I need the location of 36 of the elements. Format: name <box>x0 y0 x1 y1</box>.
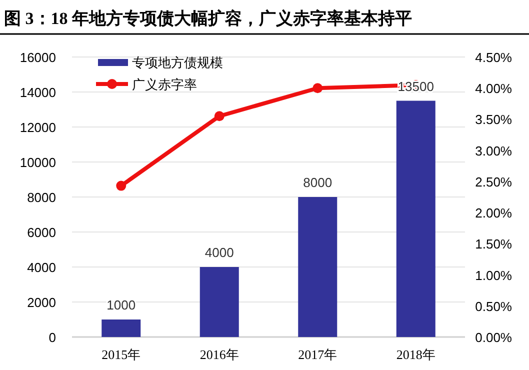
y-tick-label: 8000 <box>27 190 56 205</box>
y-tick-label: 12000 <box>20 120 56 135</box>
x-tick-label: 2018年 <box>396 347 436 362</box>
x-tick-label: 2015年 <box>102 347 141 362</box>
y2-tick-label: 3.00% <box>475 143 512 158</box>
legend-label: 广义赤字率 <box>132 77 197 92</box>
chart-title: 图 3：18 年地方专项债大幅扩容，广义赤字率基本持平 <box>4 9 412 28</box>
y2-tick-label: 4.50% <box>475 50 512 65</box>
point <box>214 111 224 122</box>
point <box>116 180 126 191</box>
y2-tick-label: 4.00% <box>475 81 512 96</box>
bar <box>200 267 239 337</box>
y-tick-label: 6000 <box>27 225 56 240</box>
data-label: 4000 <box>204 245 234 260</box>
data-label: 1000 <box>106 298 136 312</box>
data-label: 8000 <box>303 175 332 190</box>
bar <box>396 100 436 337</box>
point <box>312 83 323 94</box>
y2-tick-label: 2.00% <box>475 206 512 221</box>
y2-tick-label: 1.00% <box>475 268 512 283</box>
y-tick-label: 16000 <box>20 50 56 65</box>
y-tick-label: 0 <box>48 330 56 345</box>
y-tick-label: 14000 <box>20 85 56 100</box>
y-tick-label: 2000 <box>27 295 56 310</box>
y-tick-label: 10000 <box>20 155 56 170</box>
y2-tick-label: 0.00% <box>475 330 512 345</box>
y2-tick-label: 2.50% <box>475 174 512 190</box>
bar <box>298 197 338 337</box>
legend-label: 专项地方债规模 <box>132 55 223 70</box>
y2-tick-label: 3.50% <box>475 112 512 128</box>
y-tick-label: 4000 <box>27 260 56 275</box>
y2-tick-label: 1.50% <box>475 236 512 252</box>
x-tick-label: 2016年 <box>200 347 239 362</box>
bar <box>102 320 141 337</box>
x-tick-label: 2017年 <box>298 347 338 362</box>
y2-tick-label: 0.50% <box>475 298 512 314</box>
